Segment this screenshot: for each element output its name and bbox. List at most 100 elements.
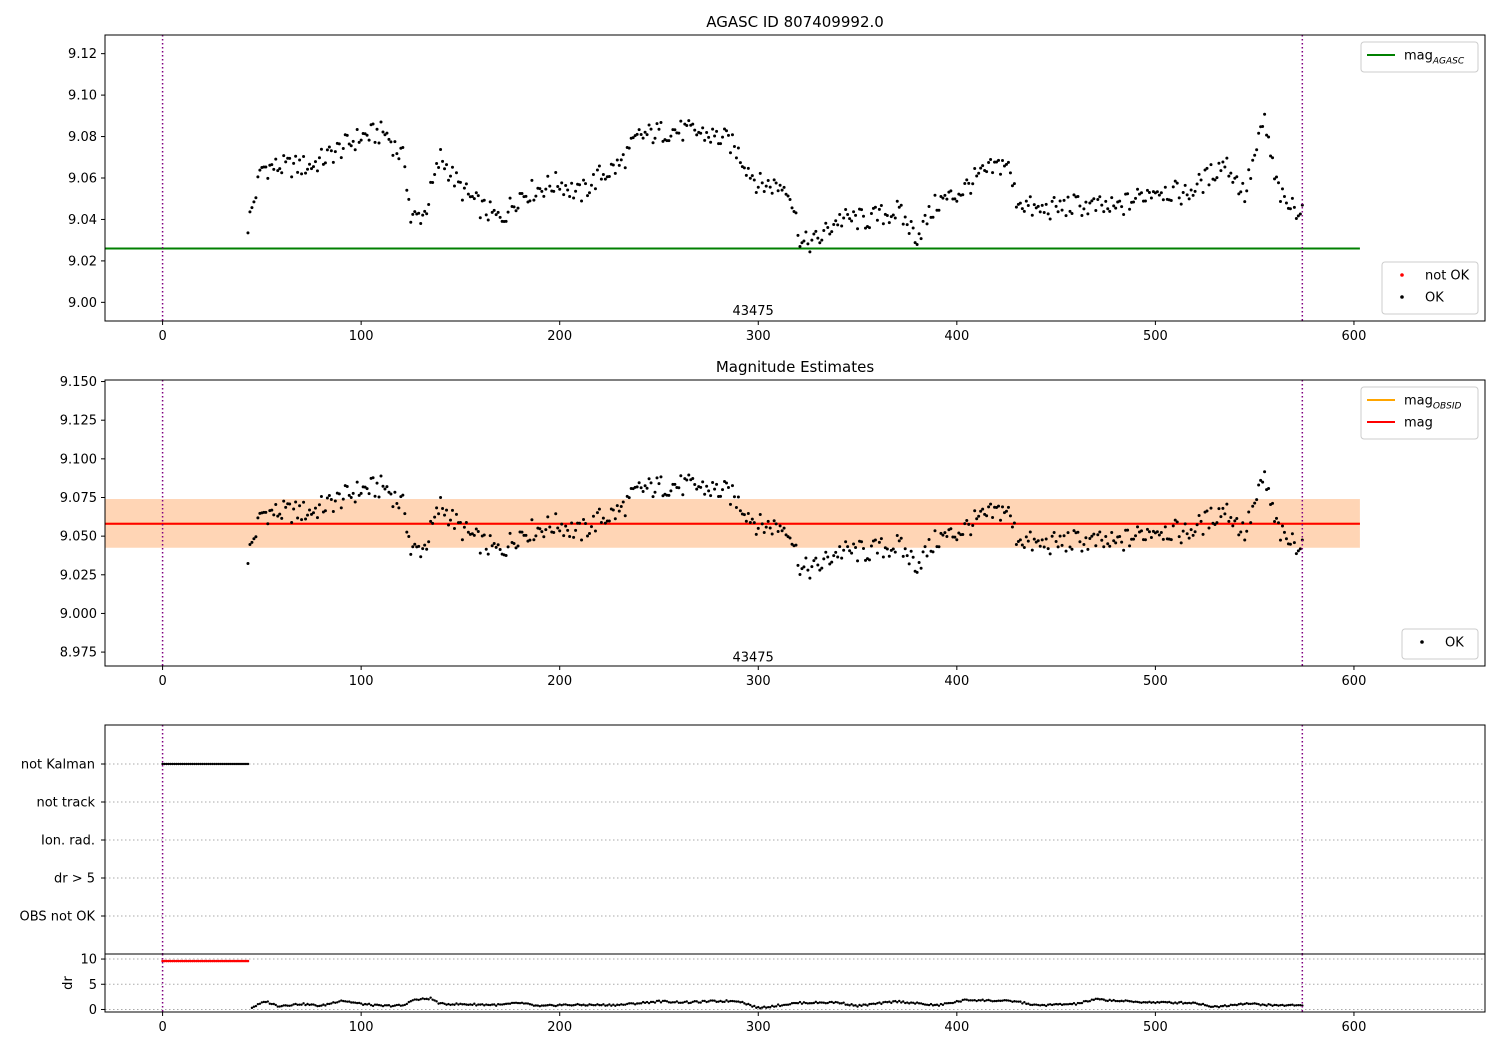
data-point	[915, 242, 919, 246]
data-point	[1024, 199, 1028, 203]
data-point	[778, 524, 782, 528]
data-point	[732, 144, 736, 148]
data-point	[766, 179, 770, 183]
dr-point	[330, 1002, 333, 1005]
y-tick-label: 5	[89, 978, 97, 993]
dr-point	[1074, 1003, 1078, 1006]
data-point	[873, 538, 877, 542]
data-point	[439, 148, 443, 152]
dr-point	[435, 1000, 438, 1003]
data-point	[1054, 539, 1058, 543]
data-point	[552, 189, 556, 193]
data-point	[1290, 532, 1294, 536]
data-point	[516, 206, 520, 210]
data-point	[506, 545, 510, 549]
dr-point	[753, 1004, 756, 1008]
dr-point	[969, 999, 972, 1002]
data-point	[925, 554, 929, 558]
flag-point	[199, 762, 202, 766]
dr-point	[810, 1002, 814, 1005]
dr-point	[1044, 1004, 1048, 1008]
panel-title: Magnitude Estimates	[716, 358, 874, 376]
dr-point	[844, 1003, 847, 1006]
data-point	[1294, 216, 1298, 220]
data-point	[1257, 483, 1261, 487]
dr-point	[175, 959, 178, 963]
dr-point	[1134, 1000, 1137, 1003]
dr-point	[1237, 1003, 1240, 1006]
data-point	[842, 548, 846, 552]
dr-point	[1185, 1002, 1189, 1005]
dr-point	[935, 1003, 939, 1006]
dr-point	[498, 1003, 502, 1006]
data-point	[317, 156, 321, 160]
data-point	[1207, 183, 1211, 187]
y-tick-label: 9.100	[60, 452, 97, 467]
flag-point	[161, 762, 164, 766]
data-point	[351, 491, 355, 495]
data-point	[1076, 194, 1080, 198]
dr-point	[1261, 1003, 1264, 1006]
data-point	[582, 518, 586, 522]
data-point	[290, 175, 294, 179]
data-point	[1235, 175, 1239, 179]
data-point	[927, 538, 931, 542]
dr-point	[1209, 1005, 1213, 1009]
data-point	[730, 133, 734, 137]
data-point	[601, 172, 605, 176]
dr-point	[894, 999, 897, 1003]
dr-point	[324, 1004, 327, 1007]
dr-point	[254, 1004, 258, 1008]
data-point	[250, 206, 254, 210]
dr-point	[1148, 1000, 1151, 1003]
data-point	[715, 129, 719, 133]
data-point	[474, 191, 478, 195]
dr-point	[1084, 999, 1088, 1003]
dr-point	[872, 1002, 875, 1005]
data-point	[806, 242, 810, 246]
data-point	[862, 546, 866, 550]
data-point	[484, 213, 488, 217]
data-point	[1098, 195, 1102, 199]
data-point	[955, 199, 959, 203]
dr-point	[741, 1000, 744, 1004]
data-point	[290, 520, 294, 524]
dr-point	[206, 959, 210, 963]
dr-point	[629, 1002, 633, 1005]
data-point	[1038, 544, 1042, 548]
data-point	[705, 484, 709, 488]
dr-point	[588, 1003, 591, 1006]
dr-point	[743, 1002, 746, 1005]
dr-point	[755, 1006, 758, 1009]
y-tick-label: 9.08	[68, 130, 97, 145]
flag-point	[181, 762, 184, 766]
dr-point	[618, 1003, 621, 1007]
dr-point	[941, 1003, 945, 1007]
dr-point	[212, 959, 216, 963]
data-point	[987, 505, 991, 509]
data-point	[323, 509, 327, 513]
data-point	[359, 491, 363, 495]
dr-point	[1080, 1001, 1084, 1005]
data-point	[619, 158, 623, 162]
dr-point	[1116, 999, 1119, 1003]
data-point	[298, 158, 302, 162]
data-point	[1064, 214, 1068, 218]
data-point	[258, 168, 262, 172]
dr-point	[747, 1002, 750, 1006]
dr-point	[242, 959, 246, 963]
data-point	[443, 513, 447, 517]
data-point	[814, 229, 818, 233]
data-point	[1294, 552, 1298, 556]
data-point	[881, 555, 885, 559]
data-point	[347, 493, 351, 497]
dr-point	[896, 1001, 899, 1004]
data-point	[270, 508, 274, 512]
data-point	[1084, 200, 1088, 204]
data-point	[1175, 520, 1179, 524]
data-point	[655, 476, 659, 480]
data-point	[1175, 181, 1179, 185]
data-point	[1239, 190, 1243, 194]
dr-point	[1239, 1002, 1242, 1005]
data-point	[937, 208, 941, 212]
